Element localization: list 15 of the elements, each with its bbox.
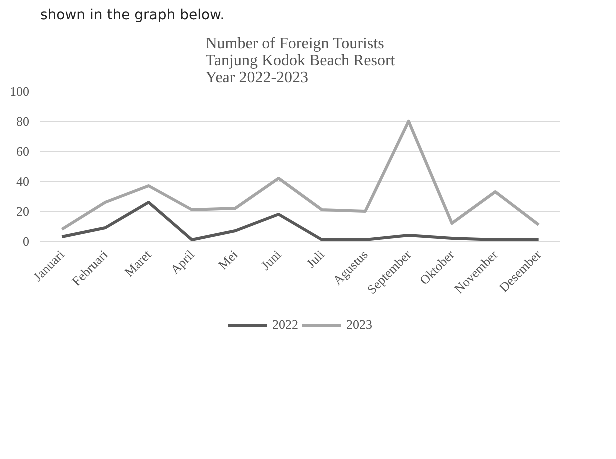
y-tick-label: 20 — [16, 204, 30, 219]
y-tick-label: 40 — [16, 174, 30, 189]
text: shown in the graph below. — [40, 8, 225, 24]
y-tick-label: 0 — [23, 234, 30, 249]
x-tick-label: Mei — [215, 246, 242, 273]
line-series — [60, 201, 540, 242]
legend-label: 2023 — [346, 317, 372, 333]
y-tick-label: 100 — [10, 84, 30, 99]
x-tick-label: Juli — [304, 246, 328, 272]
y-tick-label: 80 — [16, 114, 30, 129]
legend-label: 2022 — [272, 317, 298, 333]
chart-title: Number of Foreign Tourists Tanjung Kodok Beach Resort Year 2022-2023 — [206, 36, 396, 86]
y-tick-label: 60 — [16, 144, 30, 159]
line-series — [60, 120, 540, 231]
x-tick-label: Juni — [258, 246, 284, 274]
